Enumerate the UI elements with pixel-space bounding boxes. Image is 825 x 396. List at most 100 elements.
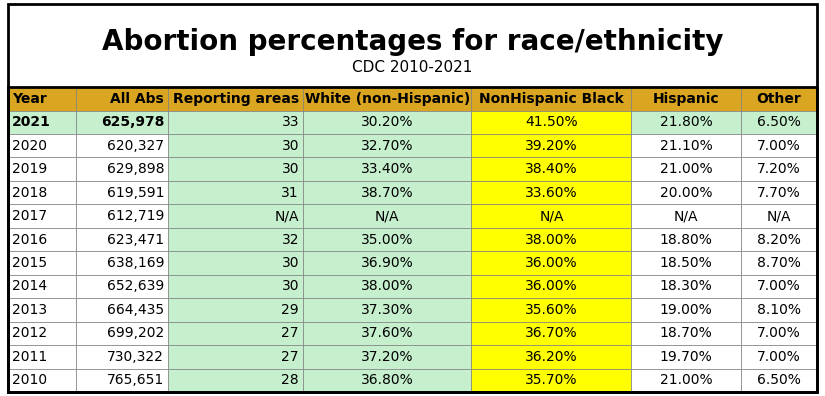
Text: 652,639: 652,639 xyxy=(107,280,164,293)
Text: 620,327: 620,327 xyxy=(107,139,164,153)
Bar xyxy=(168,158,303,181)
Text: 2017: 2017 xyxy=(12,209,47,223)
Text: 33.40%: 33.40% xyxy=(361,162,413,176)
Bar xyxy=(303,110,471,134)
Bar xyxy=(741,228,817,251)
Text: 27: 27 xyxy=(281,350,299,364)
Bar xyxy=(76,251,168,275)
Bar xyxy=(168,228,303,251)
Bar xyxy=(741,275,817,298)
Bar xyxy=(303,134,471,158)
Bar xyxy=(8,158,76,181)
Text: 6.50%: 6.50% xyxy=(757,373,801,387)
Bar xyxy=(471,134,631,158)
Text: 2019: 2019 xyxy=(12,162,48,176)
Bar xyxy=(76,158,168,181)
Text: 7.20%: 7.20% xyxy=(757,162,801,176)
Bar xyxy=(631,322,741,345)
Text: 21.80%: 21.80% xyxy=(660,115,713,129)
Bar xyxy=(471,345,631,369)
Text: 36.80%: 36.80% xyxy=(361,373,413,387)
Bar xyxy=(8,369,76,392)
Bar xyxy=(741,181,817,204)
Text: 7.70%: 7.70% xyxy=(757,186,801,200)
Text: 2016: 2016 xyxy=(12,232,48,247)
Text: 31: 31 xyxy=(281,186,299,200)
Text: 619,591: 619,591 xyxy=(106,186,164,200)
Text: 18.80%: 18.80% xyxy=(660,232,713,247)
Bar xyxy=(741,110,817,134)
Text: 638,169: 638,169 xyxy=(106,256,164,270)
Bar xyxy=(631,158,741,181)
Bar xyxy=(631,134,741,158)
Bar xyxy=(76,345,168,369)
Text: 38.40%: 38.40% xyxy=(526,162,577,176)
Text: 35.60%: 35.60% xyxy=(526,303,577,317)
Text: 32: 32 xyxy=(281,232,299,247)
Text: N/A: N/A xyxy=(766,209,791,223)
Text: 699,202: 699,202 xyxy=(107,326,164,341)
Bar xyxy=(741,134,817,158)
Bar xyxy=(8,181,76,204)
Bar xyxy=(303,181,471,204)
Text: 37.60%: 37.60% xyxy=(361,326,413,341)
Bar xyxy=(76,322,168,345)
Text: Other: Other xyxy=(757,92,801,106)
Bar xyxy=(471,110,631,134)
Text: 2011: 2011 xyxy=(12,350,48,364)
Text: 612,719: 612,719 xyxy=(107,209,164,223)
Text: 29: 29 xyxy=(281,303,299,317)
Text: Abortion percentages for race/ethnicity: Abortion percentages for race/ethnicity xyxy=(101,28,724,56)
Bar xyxy=(631,275,741,298)
Text: NonHispanic Black: NonHispanic Black xyxy=(479,92,624,106)
Text: 625,978: 625,978 xyxy=(101,115,164,129)
Bar xyxy=(631,251,741,275)
Text: 36.70%: 36.70% xyxy=(526,326,577,341)
Text: 35.70%: 35.70% xyxy=(526,373,577,387)
Text: 36.00%: 36.00% xyxy=(526,256,577,270)
Text: 18.50%: 18.50% xyxy=(660,256,713,270)
Text: Hispanic: Hispanic xyxy=(653,92,719,106)
Bar xyxy=(303,298,471,322)
Bar xyxy=(741,369,817,392)
Bar xyxy=(741,158,817,181)
Bar xyxy=(8,251,76,275)
Text: 30.20%: 30.20% xyxy=(361,115,413,129)
Bar xyxy=(8,345,76,369)
Bar xyxy=(76,181,168,204)
Bar xyxy=(303,204,471,228)
Text: 19.00%: 19.00% xyxy=(660,303,713,317)
Text: 30: 30 xyxy=(281,139,299,153)
Text: 28: 28 xyxy=(281,373,299,387)
Text: 7.00%: 7.00% xyxy=(757,139,801,153)
Text: All Abs: All Abs xyxy=(111,92,164,106)
Bar xyxy=(168,298,303,322)
Text: 8.20%: 8.20% xyxy=(757,232,801,247)
Text: 39.20%: 39.20% xyxy=(526,139,577,153)
Text: 33.60%: 33.60% xyxy=(526,186,577,200)
Bar xyxy=(8,134,76,158)
Text: 2018: 2018 xyxy=(12,186,48,200)
Bar xyxy=(168,87,303,110)
Text: Reporting areas: Reporting areas xyxy=(173,92,299,106)
Bar xyxy=(168,134,303,158)
Bar xyxy=(303,158,471,181)
Bar xyxy=(741,251,817,275)
Text: White (non-Hispanic): White (non-Hispanic) xyxy=(304,92,470,106)
Bar xyxy=(471,204,631,228)
Bar xyxy=(303,322,471,345)
Text: N/A: N/A xyxy=(375,209,399,223)
Bar xyxy=(471,369,631,392)
Text: 2015: 2015 xyxy=(12,256,47,270)
Bar xyxy=(303,228,471,251)
Text: 36.20%: 36.20% xyxy=(526,350,577,364)
Bar xyxy=(168,322,303,345)
Text: 38.00%: 38.00% xyxy=(361,280,413,293)
Text: 18.30%: 18.30% xyxy=(660,280,713,293)
Bar xyxy=(631,228,741,251)
Bar xyxy=(471,275,631,298)
Bar xyxy=(8,228,76,251)
Text: Year: Year xyxy=(12,92,47,106)
Text: 21.10%: 21.10% xyxy=(660,139,713,153)
Bar xyxy=(471,228,631,251)
